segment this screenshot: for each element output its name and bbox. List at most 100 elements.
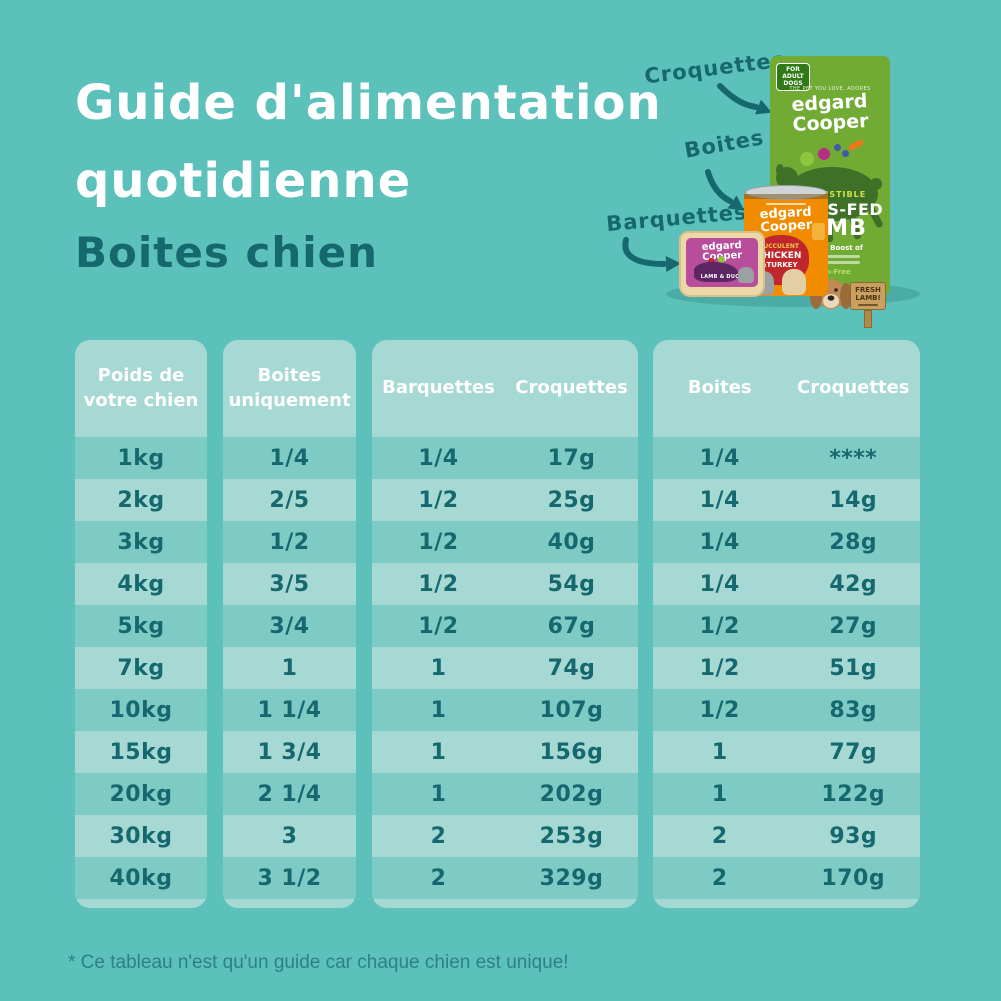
table-cell: 15kg xyxy=(109,739,173,765)
table-cell: 51g xyxy=(829,655,878,681)
label-boites: Boites xyxy=(682,125,766,163)
table-cell: 40kg xyxy=(109,865,173,891)
table-row: 4kg xyxy=(75,563,207,605)
table-cell: 1/2 xyxy=(418,487,459,513)
table-row: 1/2 83g xyxy=(653,689,920,731)
table-cell: 1/2 xyxy=(269,529,310,555)
bag-fineprint-bar xyxy=(800,261,860,264)
table-cell: 67g xyxy=(547,613,596,639)
table-row: 1/4 17g xyxy=(372,437,638,479)
table-cell: 122g xyxy=(821,781,886,807)
table-body: 1/4 17g 1/2 25g 1/2 40g 1/2 54g 1/2 67g 1 74g 1 107g 1… xyxy=(372,437,638,899)
table-cell: 14g xyxy=(829,487,878,513)
beet-icon xyxy=(818,148,830,160)
table-cell: 1/2 xyxy=(418,613,459,639)
arrow-croquettes-icon xyxy=(717,83,772,115)
table-cell: 54g xyxy=(547,571,596,597)
table-row: 1/4 xyxy=(223,437,356,479)
table-row: 10kg xyxy=(75,689,207,731)
table-cell: 1/4 xyxy=(269,445,310,471)
tray-label: edgard Cooper LAMB & DUCK xyxy=(686,238,758,287)
berry-icon xyxy=(708,258,715,265)
table-cell: 5kg xyxy=(117,613,165,639)
table-row: 3kg xyxy=(75,521,207,563)
adult-dogs-badge: FOR ADULT DOGS xyxy=(776,63,810,91)
table-body: 1/4 **** 1/4 14g 1/4 28g 1/4 42g 1/2 27g 1/2 51g 1/2… xyxy=(653,437,920,899)
table-row: 1/2 xyxy=(223,521,356,563)
table-cell: 2 xyxy=(430,865,447,891)
table-cell: 2 xyxy=(430,823,447,849)
table-row: 15kg xyxy=(75,731,207,773)
table-row: 1/4 14g xyxy=(653,479,920,521)
column-header: Boites uniquement xyxy=(228,365,351,411)
table-cell: 42g xyxy=(829,571,878,597)
table-cell: 1/2 xyxy=(699,655,740,681)
table-cell: 1 xyxy=(430,697,447,723)
table-cell: 2 1/4 xyxy=(257,781,322,807)
table-cell: 1/4 xyxy=(699,445,740,471)
table-row: 1/4 **** xyxy=(653,437,920,479)
table-cell: 1 xyxy=(711,739,728,765)
table-row: 1 202g xyxy=(372,773,638,815)
table-cell: 27g xyxy=(829,613,878,639)
table-cell: 4kg xyxy=(117,571,165,597)
table-cell: 25g xyxy=(547,487,596,513)
fresh-lamb-sign: FRESH LAMB! xyxy=(850,282,886,329)
dog-silhouette-icon xyxy=(694,262,738,282)
table-row: 1/2 54g xyxy=(372,563,638,605)
table-row: 2/5 xyxy=(223,479,356,521)
table-cell: 1/2 xyxy=(699,697,740,723)
table-cell: 3/5 xyxy=(269,571,310,597)
table-cell: 202g xyxy=(539,781,604,807)
table-cell: 1/2 xyxy=(699,613,740,639)
table-cell: 40g xyxy=(547,529,596,555)
can-corner-badge xyxy=(812,223,825,240)
table-row: 1 74g xyxy=(372,647,638,689)
tray-flavor-text: LAMB & DUCK xyxy=(700,274,744,280)
table-cell: 1/2 xyxy=(418,571,459,597)
table-row: 3/5 xyxy=(223,563,356,605)
table-cell: 1/4 xyxy=(699,529,740,555)
table-row: 1 1/4 xyxy=(223,689,356,731)
arrow-barquettes-icon xyxy=(622,237,681,272)
column-header: Poids de votre chien xyxy=(83,365,199,411)
table-cell: 1 xyxy=(430,655,447,681)
table-cell: 1/4 xyxy=(699,571,740,597)
apple-icon xyxy=(718,256,725,263)
bag-flavor-tag: IRRESISTIBLE xyxy=(793,190,867,199)
table-row: 2 170g xyxy=(653,857,920,899)
can-top-band xyxy=(744,194,828,199)
dog-silhouette-icon xyxy=(782,269,806,295)
table-barquettes-croquettes: Barquettes Croquettes 1/4 17g 1/2 25g 1/2 40g 1… xyxy=(372,340,638,908)
table-cell: **** xyxy=(829,445,878,471)
table-cell: 253g xyxy=(539,823,604,849)
can-flavor-tag: SUCCULENT xyxy=(759,243,799,250)
table-cell: 28g xyxy=(829,529,878,555)
table-body: 1kg 2kg 3kg 4kg 5kg 7kg 10kg 15kg 20kg 30kg 40kg xyxy=(75,437,207,899)
table-cell: 329g xyxy=(539,865,604,891)
table-cell: 17g xyxy=(547,445,596,471)
page-subtitle: Boites chien xyxy=(75,228,379,277)
table-cell: 1 xyxy=(711,781,728,807)
table-row: 2 253g xyxy=(372,815,638,857)
table-cell: 77g xyxy=(829,739,878,765)
table-cell: 3 1/2 xyxy=(257,865,322,891)
table-cell: 20kg xyxy=(109,781,173,807)
table-cell: 1 xyxy=(430,739,447,765)
can-tagline-bar xyxy=(766,203,806,205)
page-title-line1: Guide d'alimentation xyxy=(75,75,662,131)
table-cell: 74g xyxy=(547,655,596,681)
title-block: Guide d'alimentation quotidienne Boites … xyxy=(75,64,662,282)
column-header: Croquettes xyxy=(515,377,628,399)
blueberry-icon xyxy=(834,144,841,151)
table-cell: 3kg xyxy=(117,529,165,555)
table-row: 30kg xyxy=(75,815,207,857)
table-row: 20kg xyxy=(75,773,207,815)
bag-boost-text: Healthy Boost of xyxy=(797,244,863,252)
sign-text: FRESH LAMB! xyxy=(855,286,881,303)
table-row: 7kg xyxy=(75,647,207,689)
page-title-line2: quotidienne xyxy=(75,153,412,209)
table-row: 40kg xyxy=(75,857,207,899)
can-flavor-line2: &TURKEY xyxy=(760,261,798,269)
cat-silhouette-icon xyxy=(738,267,754,283)
